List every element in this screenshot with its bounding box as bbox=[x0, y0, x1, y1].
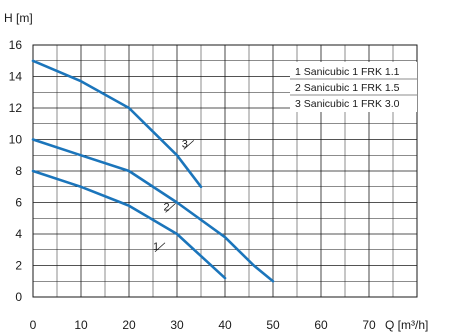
x-tick-label: 70 bbox=[362, 318, 376, 332]
y-tick-label: 6 bbox=[15, 196, 22, 210]
y-tick-label: 2 bbox=[15, 259, 22, 273]
legend-entry-1: 1 Sanicubic 1 FRK 1.1 bbox=[295, 66, 400, 78]
y-tick-label: 12 bbox=[9, 101, 23, 115]
y-tick-label: 0 bbox=[15, 290, 22, 304]
curve-series-3 bbox=[31, 59, 203, 189]
series-label-leader-2 bbox=[165, 203, 176, 213]
y-axis-label: H [m] bbox=[4, 11, 33, 25]
y-tick-label: 4 bbox=[15, 227, 22, 241]
y-tick-label: 8 bbox=[15, 164, 22, 178]
x-tick-label: 10 bbox=[74, 318, 88, 332]
x-tick-label: 50 bbox=[266, 318, 280, 332]
x-tick-label: 40 bbox=[218, 318, 232, 332]
legend-box bbox=[290, 62, 417, 112]
legend: 1 Sanicubic 1 FRK 1.1 2 Sanicubic 1 FRK 1… bbox=[290, 62, 417, 112]
x-tick-label: 30 bbox=[170, 318, 184, 332]
pump-curves: 1 2 3 bbox=[31, 59, 275, 283]
y-tick-label: 10 bbox=[9, 133, 23, 147]
x-tick-label: 60 bbox=[314, 318, 328, 332]
curve-series-2 bbox=[31, 138, 275, 283]
y-tick-label: 16 bbox=[9, 38, 23, 52]
y-tick-label: 14 bbox=[9, 70, 23, 84]
legend-entry-3: 3 Sanicubic 1 FRK 3.0 bbox=[295, 98, 400, 110]
series-label-leader-1 bbox=[154, 242, 166, 253]
x-tick-label: 0 bbox=[30, 318, 37, 332]
series-label-3: 3 bbox=[182, 138, 188, 150]
axes: H [m] Q [m³/h] 0 10 20 30 40 50 60 700246810121… bbox=[4, 11, 428, 332]
x-tick-label: 20 bbox=[122, 318, 136, 332]
x-axis-label: Q [m³/h] bbox=[385, 318, 428, 332]
curve-series-1 bbox=[31, 169, 227, 280]
series-label-2: 2 bbox=[164, 201, 170, 213]
series-label-1: 1 bbox=[153, 241, 159, 253]
legend-entry-2: 2 Sanicubic 1 FRK 1.5 bbox=[295, 82, 400, 94]
series-label-leader-3 bbox=[183, 140, 195, 150]
